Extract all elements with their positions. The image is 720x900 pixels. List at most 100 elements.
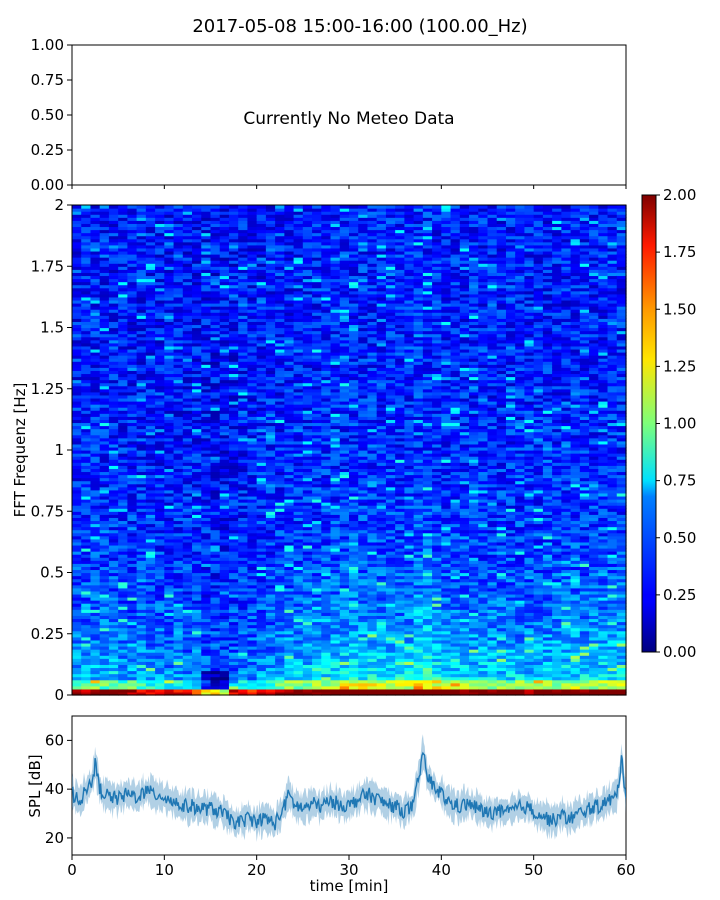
spectrogram-cell [201, 208, 212, 212]
spectrogram-cell [145, 290, 156, 295]
spectrogram-cell [302, 575, 313, 580]
spectrogram-cell [81, 517, 92, 522]
spectrogram-cell [72, 538, 82, 543]
spectrogram-cell [321, 679, 332, 684]
spectrogram-cell [136, 486, 147, 491]
spectrogram-cell [72, 254, 82, 258]
spectrogram-cell [219, 306, 230, 310]
spectrogram-cell [72, 303, 82, 307]
spectrogram-cell [99, 275, 110, 280]
spectrogram-cell [238, 670, 249, 675]
spectrogram-cell [275, 327, 285, 332]
spectrogram-cell [136, 544, 147, 549]
spectrogram-cell [182, 217, 193, 221]
spectrogram-cell [145, 685, 156, 690]
spectrogram-cell [155, 661, 165, 665]
spectrogram-cell [210, 431, 221, 436]
spectrogram-cell [284, 667, 295, 672]
spectrogram-cell [182, 370, 193, 375]
spectrogram-cell [275, 578, 285, 583]
spectrogram-cell [330, 646, 341, 650]
spectrogram-cell [238, 658, 249, 662]
spectrogram-cell [81, 391, 92, 396]
spectrogram-cell [99, 535, 110, 540]
spectrogram-cell [136, 324, 147, 329]
spectrogram-cell [219, 688, 230, 693]
spectrogram-cell [201, 606, 212, 610]
spectrogram-cell [81, 275, 92, 280]
spectrogram-cell [284, 548, 295, 552]
spectrogram-cell [275, 443, 285, 448]
spectrogram-cell [136, 247, 147, 252]
spectrogram-cell [90, 275, 101, 280]
spectrogram-cell [118, 211, 128, 215]
spectrogram-cell [99, 630, 110, 635]
spectrogram-cell [108, 370, 119, 375]
spectrogram-cell [312, 318, 322, 322]
spectrogram-cell [127, 557, 138, 561]
spectrogram-cell [164, 358, 175, 362]
spectrogram-cell [192, 431, 202, 436]
spectrogram-cell [99, 624, 110, 629]
spectrogram-cell [99, 557, 110, 561]
spectrogram-cell [136, 431, 147, 436]
spectrogram-cell [155, 572, 165, 577]
spectrogram-cell [127, 563, 138, 567]
spectrogram-cell [247, 361, 258, 365]
spectrogram-cell [155, 554, 165, 558]
spectrogram-cell [118, 321, 128, 326]
spectrogram-cell [238, 358, 249, 362]
spectrogram-cell [247, 609, 258, 613]
spectrogram-cell [238, 263, 249, 267]
spectrogram-cell [265, 217, 276, 221]
spectrogram-cell [312, 627, 322, 632]
spectrogram-cell [238, 241, 249, 246]
spectrogram-cell [72, 352, 82, 356]
spectrogram-cell [228, 597, 239, 601]
spectrogram-cell [108, 633, 119, 638]
spectrogram-cell [182, 278, 193, 283]
spectrogram-cell [72, 489, 82, 494]
spectrogram-cell [72, 560, 82, 564]
spectrogram-cell [145, 428, 156, 433]
spectrogram-cell [99, 287, 110, 292]
spectrogram-cell [312, 312, 322, 316]
spectrogram-cell [155, 382, 165, 387]
spectrogram-cell [136, 514, 147, 518]
spectrogram-cell [312, 315, 322, 319]
spectrogram-cell [256, 532, 267, 537]
spectrogram-cell [312, 404, 322, 408]
spectrogram-cell [247, 220, 258, 224]
spectrogram-cell [293, 416, 304, 420]
spectrogram-cell [265, 508, 276, 512]
spectrogram-cell [90, 205, 101, 209]
spectrogram-cell [118, 462, 128, 466]
spectrogram-cell [81, 495, 92, 500]
spectrogram-cell [136, 397, 147, 402]
spectrogram-cell [155, 658, 165, 662]
spectrogram-cell [173, 250, 184, 255]
spectrogram-cell [99, 238, 110, 243]
spectrogram-cell [90, 410, 101, 414]
spectrogram-cell [81, 664, 92, 669]
spectrogram-cell [210, 208, 221, 212]
spectrogram-cell [210, 544, 221, 549]
spectrogram-cell [265, 324, 276, 329]
spectrogram-cell [164, 572, 175, 577]
spectrogram-cell [72, 526, 82, 531]
spectrogram-cell [256, 492, 267, 497]
spectrogram-cell [136, 685, 147, 690]
spectrogram-cell [81, 658, 92, 662]
spectrogram-cell [108, 419, 119, 424]
spectrogram-cell [108, 229, 119, 234]
spectrogram-cell [72, 646, 82, 650]
spectrogram-cell [145, 652, 156, 656]
spectrogram-cell [247, 315, 258, 319]
spectrogram-cell [81, 630, 92, 635]
spectrogram-cell [321, 578, 332, 583]
spectrogram-cell [210, 554, 221, 558]
spectrogram-cell [99, 299, 110, 304]
spectrogram-cell [265, 419, 276, 424]
spectrogram-cell [118, 232, 128, 237]
spectrogram-cell [219, 214, 230, 218]
